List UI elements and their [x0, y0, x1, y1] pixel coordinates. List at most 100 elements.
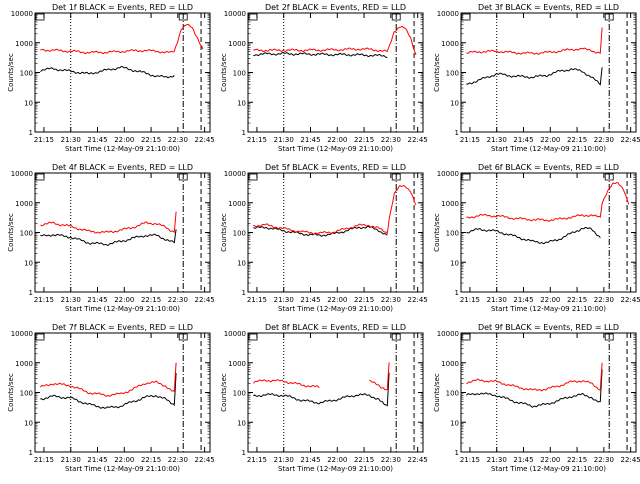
- y-tick-label: 1000: [15, 360, 33, 368]
- marker-box: [178, 13, 188, 21]
- x-tick-label: 21:15: [34, 296, 54, 304]
- y-tick-label: 1: [29, 129, 33, 137]
- y-tick-label: 10000: [11, 170, 33, 178]
- chart-panel-6: Det 6f BLACK = Events, RED = LLD 1 10 100 10…: [433, 163, 640, 313]
- x-axis-label: Start Time (12-May-09 21:10:00): [65, 145, 180, 153]
- chart-panel-3: Det 3f BLACK = Events, RED = LLD 1 10 100 10…: [433, 3, 640, 153]
- x-tick-label: 22:15: [141, 296, 161, 304]
- x-tick-label: 22:45: [621, 296, 640, 304]
- x-tick-label: 22:45: [621, 456, 640, 464]
- y-tick-label: 10000: [437, 10, 459, 18]
- y-axis-label: Counts/sec: [7, 373, 15, 412]
- series-events-line: [466, 227, 601, 245]
- x-tick-label: 22:00: [540, 136, 560, 144]
- series-lld-line: [40, 23, 204, 55]
- x-tick-label: 22:15: [354, 296, 374, 304]
- y-axis-label: Counts/sec: [7, 53, 15, 92]
- y-axis-label: Counts/sec: [433, 213, 441, 252]
- series-events-line: [40, 65, 175, 79]
- plot-frame: [460, 172, 637, 293]
- x-tick-label: 22:45: [408, 136, 428, 144]
- marker-box: [604, 13, 614, 21]
- y-tick-label: 1: [29, 289, 33, 297]
- chart-title: Det 4f BLACK = Events, RED = LLD: [52, 163, 193, 172]
- x-tick-label: 22:00: [327, 296, 347, 304]
- x-axis-label: Start Time (12-May-09 21:10:00): [278, 145, 393, 153]
- x-tick-label: 21:30: [274, 296, 294, 304]
- x-tick-label: 22:30: [594, 456, 614, 464]
- x-tick-label: 22:15: [567, 136, 587, 144]
- chart-panel-2: Det 2f BLACK = Events, RED = LLD 1 10 100 10…: [220, 3, 428, 153]
- x-tick-label: 21:45: [300, 296, 320, 304]
- y-tick-label: 10000: [437, 330, 459, 338]
- y-tick-label: 100: [20, 230, 33, 238]
- y-tick-label: 10: [24, 99, 33, 107]
- x-tick-label: 21:45: [300, 136, 320, 144]
- x-tick-label: 22:00: [540, 296, 560, 304]
- x-tick-label: 22:15: [354, 456, 374, 464]
- y-tick-label: 1: [242, 129, 246, 137]
- y-tick-label: 10: [24, 259, 33, 267]
- x-tick-label: 21:45: [87, 136, 107, 144]
- x-tick-label: 21:30: [487, 136, 507, 144]
- x-axis-label: Start Time (12-May-09 21:10:00): [491, 145, 606, 153]
- x-tick-label: 22:15: [141, 456, 161, 464]
- marker-box: [461, 13, 471, 21]
- series-events-line: [40, 372, 177, 409]
- x-tick-label: 22:45: [195, 296, 215, 304]
- x-tick-label: 21:45: [300, 456, 320, 464]
- x-axis-label: Start Time (12-May-09 21:10:00): [65, 465, 180, 473]
- marker-box: [461, 173, 471, 181]
- y-axis-label: Counts/sec: [220, 213, 228, 252]
- y-tick-label: 1000: [441, 200, 459, 208]
- x-tick-label: 21:45: [513, 296, 533, 304]
- x-tick-label: 21:45: [87, 456, 107, 464]
- y-tick-label: 100: [446, 70, 459, 78]
- x-tick-label: 22:30: [168, 296, 188, 304]
- chart-panel-8: Det 8f BLACK = Events, RED = LLD 1 10 100 10…: [220, 323, 428, 473]
- chart-panel-5: Det 5f BLACK = Events, RED = LLD 1 10 100 10…: [220, 163, 428, 313]
- marker-box: [461, 333, 471, 341]
- x-tick-label: 22:30: [381, 456, 401, 464]
- y-tick-label: 10: [450, 419, 459, 427]
- x-tick-label: 22:15: [141, 136, 161, 144]
- x-tick-label: 21:30: [61, 136, 81, 144]
- series-lld-line: [253, 362, 390, 391]
- y-tick-label: 100: [446, 230, 459, 238]
- marker-box: [248, 173, 258, 181]
- plot-frame: [460, 332, 637, 453]
- x-tick-label: 21:45: [87, 296, 107, 304]
- y-tick-label: 10000: [11, 10, 33, 18]
- x-tick-label: 22:30: [168, 136, 188, 144]
- y-tick-label: 1000: [228, 40, 246, 48]
- y-tick-label: 10: [24, 419, 33, 427]
- x-tick-label: 22:45: [408, 296, 428, 304]
- plot-frame: [34, 172, 211, 293]
- plot-frame: [247, 12, 424, 133]
- x-tick-label: 22:30: [594, 296, 614, 304]
- y-tick-label: 100: [233, 70, 246, 78]
- y-tick-label: 1000: [15, 40, 33, 48]
- x-tick-label: 21:30: [487, 296, 507, 304]
- plot-frame: [247, 332, 424, 453]
- x-tick-label: 22:15: [567, 296, 587, 304]
- marker-box: [604, 333, 614, 341]
- x-tick-label: 22:15: [354, 136, 374, 144]
- marker-box: [35, 333, 45, 341]
- x-tick-label: 22:30: [168, 456, 188, 464]
- marker-box: [604, 173, 614, 181]
- chart-panel-7: Det 7f BLACK = Events, RED = LLD 1 10 100 10…: [7, 323, 215, 473]
- y-tick-label: 100: [446, 390, 459, 398]
- x-tick-label: 21:15: [460, 136, 480, 144]
- x-axis-label: Start Time (12-May-09 21:10:00): [278, 305, 393, 313]
- x-tick-label: 22:45: [408, 456, 428, 464]
- x-axis-label: Start Time (12-May-09 21:10:00): [491, 465, 606, 473]
- x-tick-label: 21:45: [513, 456, 533, 464]
- y-tick-label: 1: [242, 449, 246, 457]
- plot-frame: [34, 332, 211, 453]
- y-tick-label: 10: [237, 99, 246, 107]
- plot-frame: [34, 12, 211, 133]
- y-tick-label: 100: [233, 390, 246, 398]
- marker-box: [391, 13, 401, 21]
- y-tick-label: 10000: [11, 330, 33, 338]
